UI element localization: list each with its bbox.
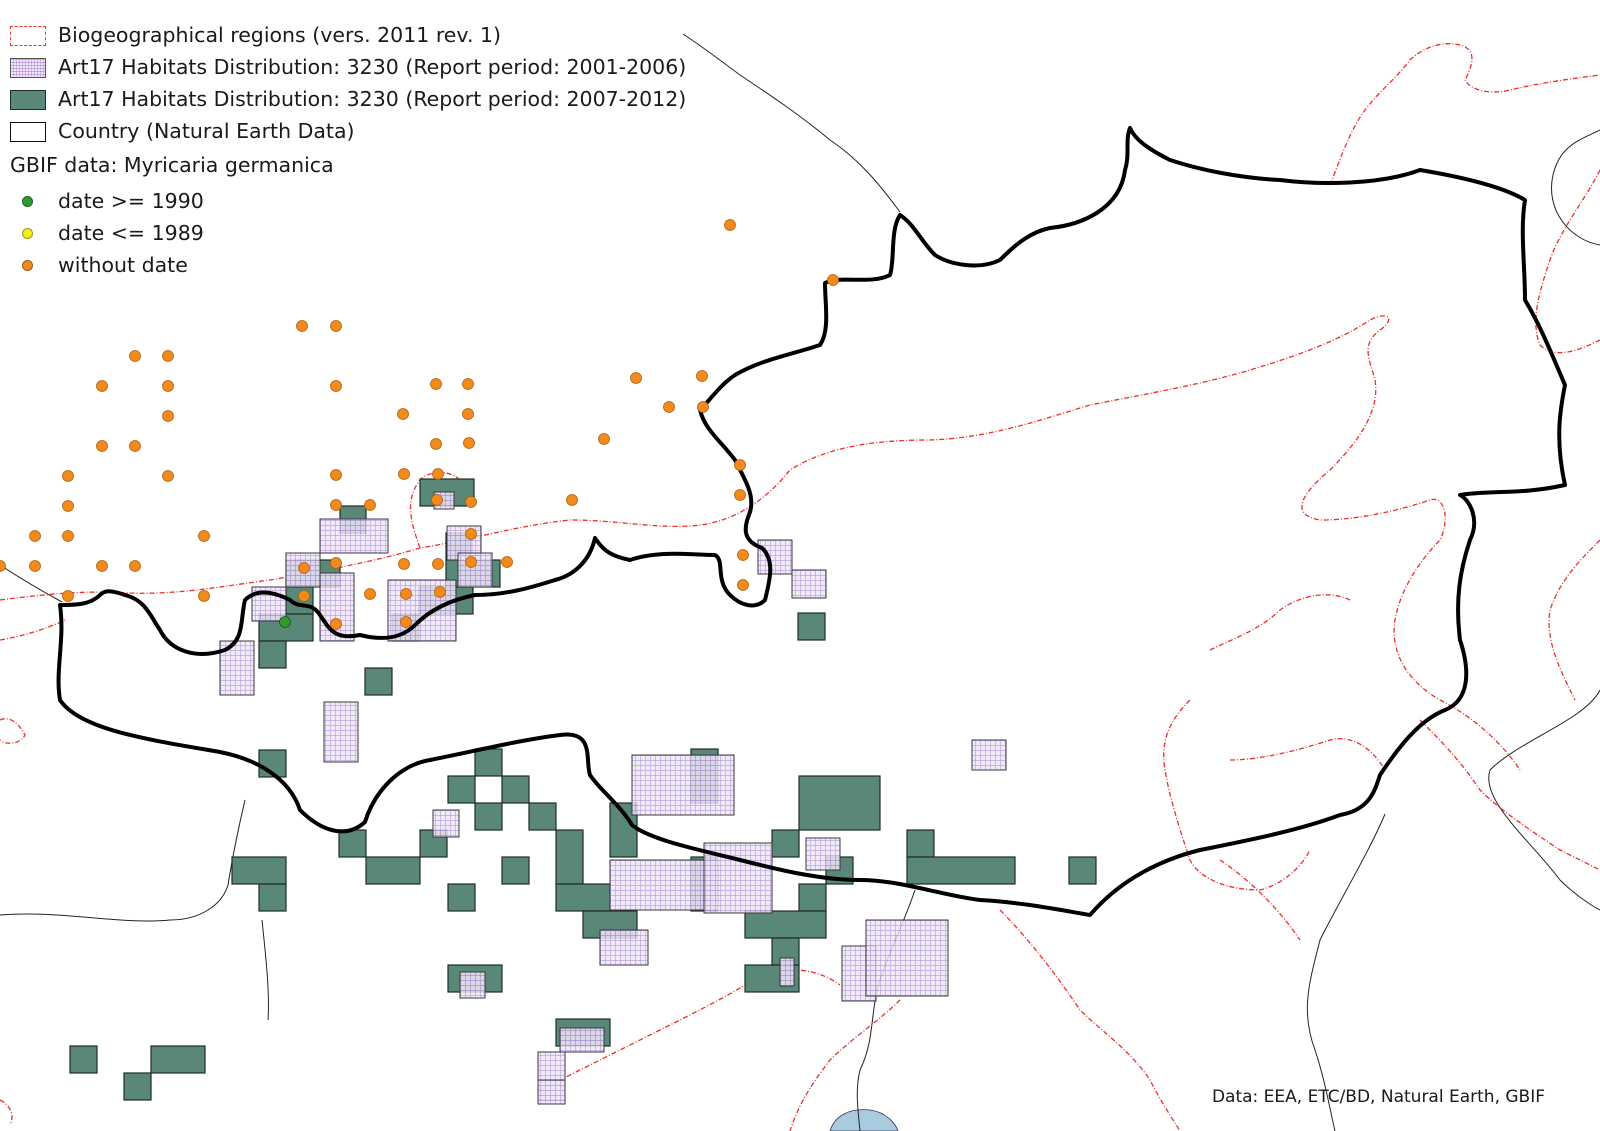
habitat-2007-layer	[69, 478, 1097, 1101]
data-credit: Data: EEA, ETC/BD, Natural Earth, GBIF	[1211, 1087, 1545, 1107]
habitat-2007-swatch	[10, 90, 46, 110]
yellow-dot-icon	[22, 228, 33, 239]
legend-label: Art17 Habitats Distribution: 3230 (Repor…	[58, 55, 687, 79]
biogeo-borders	[0, 43, 1600, 1131]
legend-gbif-title: GBIF data: Myricaria germanica	[10, 152, 334, 178]
gbif-recent-points	[279, 616, 291, 628]
habitat-2001-swatch	[10, 58, 46, 78]
green-dot-icon	[22, 196, 33, 207]
legend-label: Art17 Habitats Distribution: 3230 (Repor…	[58, 87, 687, 111]
habitat-2001-layer	[219, 491, 1007, 1105]
legend-label: date <= 1989	[58, 221, 204, 245]
neighbor-borders	[0, 33, 1600, 1131]
country-swatch	[10, 122, 46, 142]
lake	[829, 1109, 899, 1131]
legend-label: Biogeographical regions (vers. 2011 rev.…	[58, 23, 502, 47]
country-border-austria	[56, 126, 1567, 917]
biogeo-swatch	[10, 26, 46, 46]
gbif-no-date-points	[0, 219, 839, 630]
legend-label: date >= 1990	[58, 189, 204, 213]
orange-dot-icon	[22, 260, 33, 271]
legend-label: without date	[58, 253, 188, 277]
gbif-title-text: GBIF data: Myricaria germanica	[10, 153, 334, 177]
legend-label: Country (Natural Earth Data)	[58, 119, 355, 143]
